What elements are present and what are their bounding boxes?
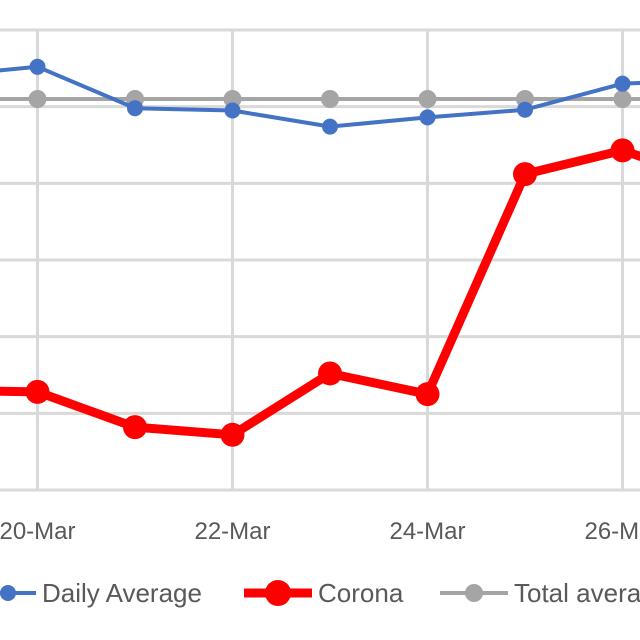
data-point-daily-average [419, 109, 436, 126]
legend-item-corona: Corona [244, 578, 404, 608]
data-point-total-average [321, 90, 339, 108]
data-point-daily-average [322, 118, 338, 135]
data-point-total-average [223, 90, 242, 108]
legend-label: Daily Average [42, 578, 202, 608]
data-point-daily-average [614, 75, 631, 92]
legend-swatch-marker [465, 584, 483, 602]
legend-item-daily-average: Daily Average [0, 578, 202, 608]
x-tick-label: 20-Mar [0, 518, 76, 545]
legend-label: Total average [514, 578, 640, 608]
data-point-corona [318, 361, 342, 386]
data-point-total-average [28, 90, 47, 108]
series-line-corona [0, 145, 640, 440]
x-tick-labels: 20-Mar 22-Mar 24-Mar 26-Mar [0, 518, 640, 545]
data-point-total-average [613, 90, 632, 108]
data-point-daily-average [29, 58, 46, 75]
series-layer [0, 58, 640, 447]
data-point-daily-average [224, 102, 241, 119]
data-point-total-average [418, 90, 437, 108]
data-point-corona [610, 138, 635, 163]
x-tick-label: 26-Mar [584, 518, 640, 545]
legend-item-total-average: Total average [440, 578, 640, 608]
series-line-daily-average [0, 64, 640, 129]
legend-swatch-marker [265, 580, 291, 606]
legend: Daily Average Corona Total average [0, 578, 640, 608]
legend-label: Corona [318, 578, 404, 608]
data-point-corona [25, 379, 50, 404]
series-corona [0, 138, 640, 447]
series-daily-average [0, 58, 640, 135]
legend-swatch-marker [0, 585, 16, 601]
data-point-daily-average [127, 100, 143, 117]
x-tick-label: 24-Mar [389, 518, 465, 545]
data-point-corona [415, 382, 440, 407]
data-point-daily-average [517, 101, 533, 118]
gridlines [0, 28, 640, 490]
data-point-corona [513, 162, 537, 187]
x-tick-label: 22-Mar [194, 518, 270, 545]
data-point-corona [220, 422, 245, 447]
data-point-corona [123, 415, 147, 440]
